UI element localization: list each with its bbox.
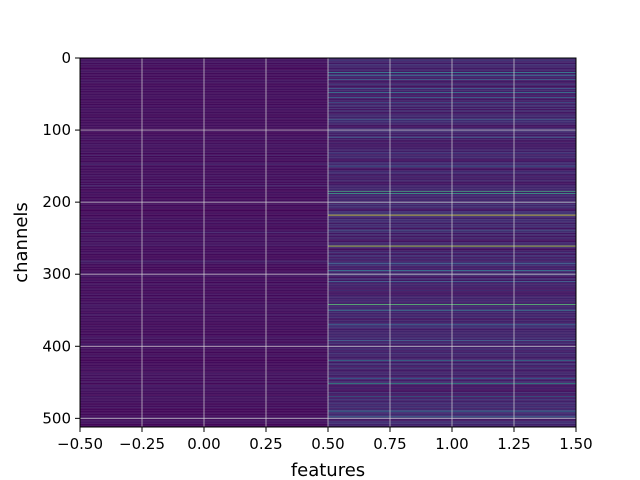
- y-tick-label-2: 200: [42, 193, 71, 211]
- x-axis-ticks: −0.50 −0.25 0.00 0.25 0.50 0.75 1.00 1.25 1.50: [57, 427, 593, 453]
- y-tick-label-3: 300: [42, 265, 71, 283]
- y-tick-label-5: 500: [42, 409, 71, 427]
- y-axis-ticks: 0 100 200 300 400 500: [42, 49, 80, 427]
- x-tick-label-8: 1.50: [559, 435, 592, 453]
- x-axis-label: features: [291, 460, 365, 480]
- y-tick-label-4: 400: [42, 337, 71, 355]
- x-tick-label-2: 0.00: [187, 435, 220, 453]
- x-tick-label-3: 0.25: [249, 435, 282, 453]
- x-tick-label-7: 1.25: [497, 435, 530, 453]
- x-tick-label-1: −0.25: [119, 435, 165, 453]
- x-tick-label-0: −0.50: [57, 435, 103, 453]
- y-axis-label: channels: [11, 202, 32, 283]
- x-tick-label-6: 1.00: [435, 435, 468, 453]
- x-tick-label-4: 0.50: [311, 435, 344, 453]
- y-tick-label-1: 100: [42, 121, 71, 139]
- x-tick-label-5: 0.75: [373, 435, 406, 453]
- y-tick-label-0: 0: [61, 49, 71, 67]
